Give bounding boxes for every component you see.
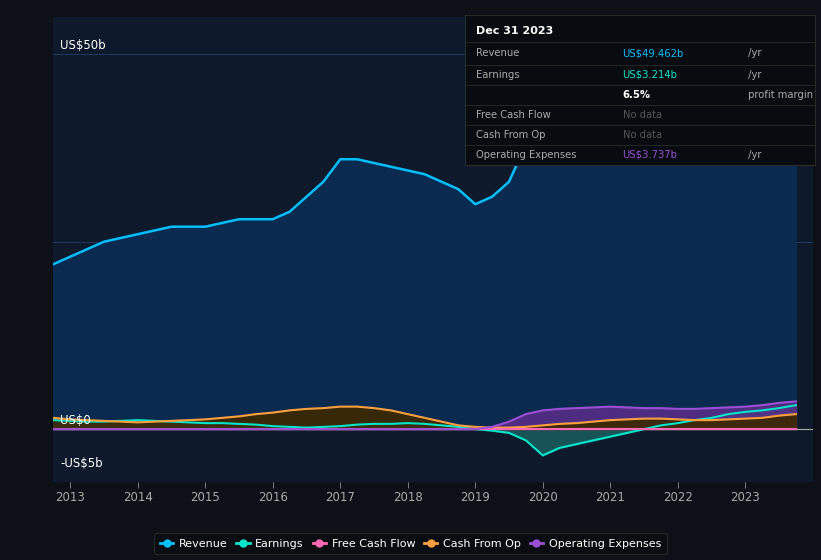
Text: Earnings: Earnings	[475, 69, 519, 80]
Text: Free Cash Flow: Free Cash Flow	[475, 110, 550, 120]
Text: US$3.214b: US$3.214b	[622, 69, 677, 80]
Text: -US$5b: -US$5b	[60, 458, 103, 470]
Text: US$3.737b: US$3.737b	[622, 150, 677, 160]
Legend: Revenue, Earnings, Free Cash Flow, Cash From Op, Operating Expenses: Revenue, Earnings, Free Cash Flow, Cash …	[154, 533, 667, 554]
Text: /yr: /yr	[745, 48, 762, 58]
Text: profit margin: profit margin	[745, 90, 813, 100]
Text: /yr: /yr	[745, 69, 762, 80]
Text: Cash From Op: Cash From Op	[475, 129, 545, 139]
Text: US$49.462b: US$49.462b	[622, 48, 684, 58]
Text: Dec 31 2023: Dec 31 2023	[475, 26, 553, 35]
Text: US$0: US$0	[60, 414, 91, 427]
Text: US$50b: US$50b	[60, 39, 106, 52]
Text: 6.5%: 6.5%	[622, 90, 650, 100]
Text: /yr: /yr	[745, 150, 762, 160]
Text: Operating Expenses: Operating Expenses	[475, 150, 576, 160]
Text: No data: No data	[622, 129, 662, 139]
Text: No data: No data	[622, 110, 662, 120]
Text: Revenue: Revenue	[475, 48, 519, 58]
